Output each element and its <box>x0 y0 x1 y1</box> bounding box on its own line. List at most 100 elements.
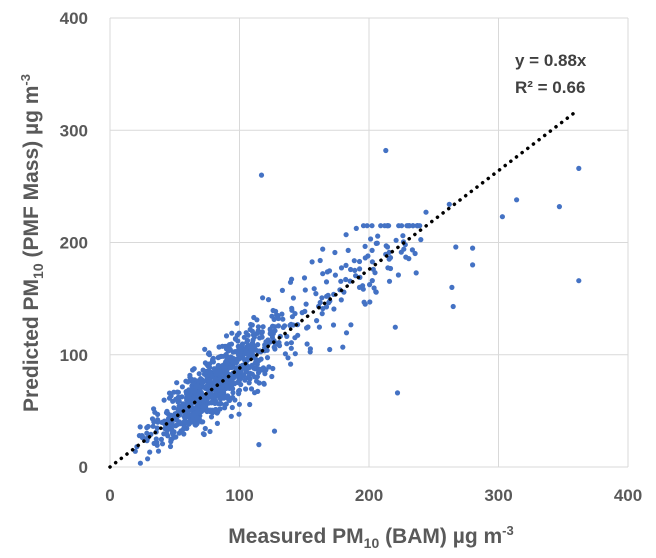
data-point <box>171 405 177 411</box>
data-point <box>367 282 373 288</box>
data-point <box>269 373 275 380</box>
data-point <box>200 404 206 410</box>
data-point <box>317 299 323 306</box>
data-point <box>249 363 255 369</box>
data-point <box>284 341 290 347</box>
data-point <box>413 270 419 276</box>
data-point <box>409 247 415 253</box>
data-point <box>228 413 234 419</box>
data-point <box>450 303 456 310</box>
data-point <box>320 271 326 277</box>
x-axis-title: Measured PM10 (BAM) µg m-3 <box>228 523 513 551</box>
data-point <box>276 343 283 349</box>
data-point <box>343 262 349 268</box>
data-point <box>190 416 196 422</box>
data-point <box>243 368 249 374</box>
data-point <box>352 267 358 273</box>
data-point <box>373 289 379 295</box>
data-point <box>267 327 273 333</box>
y-tick-label: 200 <box>60 234 88 253</box>
data-point <box>223 333 230 339</box>
data-point <box>256 380 262 386</box>
data-point <box>323 279 330 285</box>
data-point <box>256 442 262 448</box>
data-point <box>236 388 242 394</box>
data-point <box>343 276 349 283</box>
data-point <box>292 351 298 357</box>
x-tick-label: 400 <box>614 486 642 505</box>
data-point <box>207 383 213 389</box>
data-point <box>206 377 212 383</box>
data-point <box>289 305 295 311</box>
data-point <box>260 295 266 301</box>
data-point <box>327 346 333 353</box>
data-point <box>238 381 244 388</box>
data-point <box>576 278 582 284</box>
data-point <box>201 398 207 404</box>
data-point <box>384 244 391 250</box>
data-point <box>226 342 233 348</box>
data-point <box>159 441 166 447</box>
data-point <box>181 424 187 430</box>
data-point <box>230 390 236 396</box>
data-point <box>271 428 278 434</box>
data-point <box>311 286 317 292</box>
data-point <box>174 380 180 386</box>
data-point <box>270 365 276 372</box>
data-point <box>214 369 220 375</box>
data-point <box>280 316 286 322</box>
data-point <box>387 255 394 261</box>
data-point <box>248 386 255 392</box>
data-point <box>499 214 505 220</box>
data-point <box>217 406 223 412</box>
data-point <box>202 346 208 352</box>
data-point <box>194 409 201 415</box>
data-point <box>254 374 260 380</box>
data-point <box>179 384 185 390</box>
data-point <box>372 270 378 276</box>
data-point <box>314 318 320 324</box>
data-point <box>271 344 277 350</box>
data-point <box>343 232 349 238</box>
data-point <box>316 324 322 330</box>
y-tick-label: 400 <box>60 9 88 28</box>
data-point <box>319 295 325 301</box>
data-point <box>332 249 338 256</box>
data-point <box>145 423 151 430</box>
data-point <box>237 347 243 353</box>
data-point <box>288 361 294 367</box>
data-point <box>161 431 167 437</box>
data-point <box>248 321 254 328</box>
data-point <box>241 334 247 340</box>
data-point <box>236 330 242 336</box>
data-point <box>213 407 219 413</box>
y-tick-label: 0 <box>79 458 88 477</box>
data-point <box>196 389 202 395</box>
data-point <box>410 223 416 229</box>
data-point <box>320 306 326 312</box>
data-point <box>265 297 272 303</box>
data-point <box>207 361 213 367</box>
data-point <box>164 408 170 414</box>
data-point <box>155 417 161 423</box>
data-point <box>423 209 429 215</box>
data-point <box>164 427 170 433</box>
data-point <box>232 336 239 342</box>
data-point <box>199 419 205 425</box>
data-point <box>230 360 236 366</box>
data-point <box>244 339 250 345</box>
data-point <box>205 351 212 357</box>
data-point <box>393 237 399 243</box>
data-point <box>369 223 375 229</box>
data-point <box>172 434 178 440</box>
data-point <box>186 387 192 393</box>
y-axis-title: Predicted PM10 (PMF Mass) µg m-3 <box>18 74 46 412</box>
data-point <box>357 266 363 272</box>
data-point <box>253 356 259 362</box>
data-point <box>280 324 286 330</box>
data-point <box>227 347 233 353</box>
data-point <box>208 414 215 420</box>
data-point <box>362 301 368 307</box>
data-point <box>301 275 308 281</box>
data-point <box>269 313 275 319</box>
